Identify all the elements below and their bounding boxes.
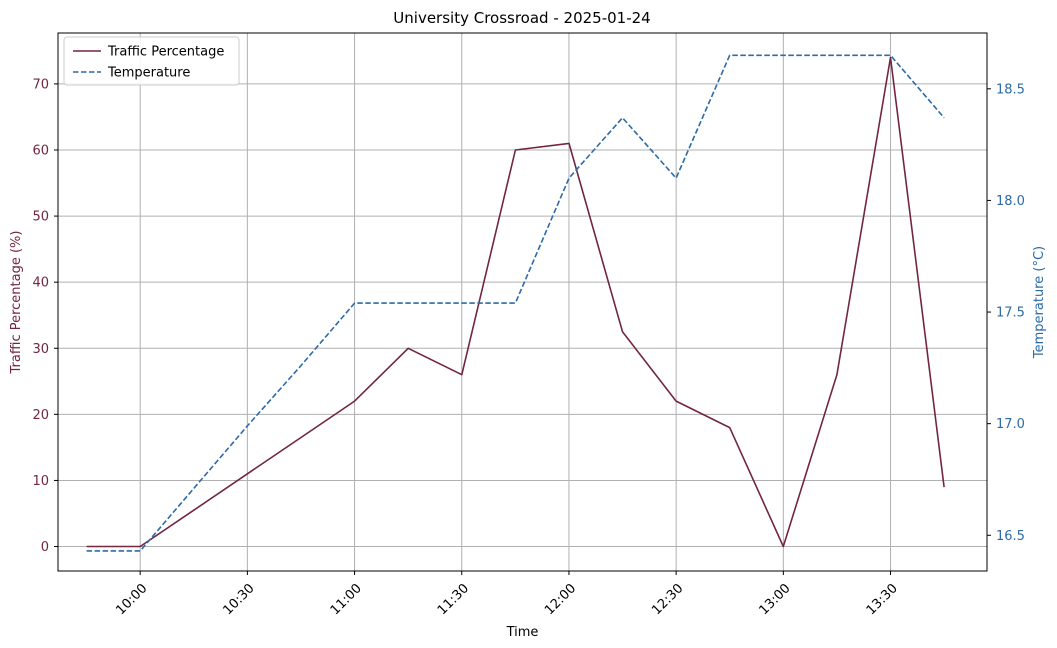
y-axis-left: 0 10 20 30 40 50 60 70 — [32, 77, 58, 555]
y-right-tick-label: 18.0 — [996, 194, 1025, 209]
y-left-tick-label: 30 — [32, 342, 49, 357]
x-tick-label: 12:00 — [542, 581, 579, 618]
y-left-tick-label: 50 — [32, 210, 49, 225]
x-tick-label: 13:00 — [756, 581, 793, 618]
x-tick-label: 12:30 — [649, 581, 686, 618]
y-left-tick-label: 0 — [41, 540, 49, 555]
x-tick-label: 11:30 — [435, 581, 472, 618]
y-left-tick-label: 10 — [32, 474, 49, 489]
y-left-tick-label: 60 — [32, 143, 49, 158]
x-axis: 10:00 10:30 11:00 11:30 12:00 12:30 13:00 13:30 — [113, 571, 901, 618]
legend-label-temperature: Temperature — [107, 66, 190, 81]
grid — [58, 33, 987, 571]
legend-box — [63, 36, 240, 86]
y-right-tick-label: 18.5 — [996, 82, 1025, 97]
y-right-tick-label: 17.0 — [996, 417, 1025, 432]
chart-title: University Crossroad - 2025-01-24 — [393, 9, 650, 27]
plot-frame — [57, 32, 988, 572]
y-left-tick-label: 40 — [32, 276, 49, 291]
series-line-temperature — [86, 54, 945, 552]
y-left-tick-label: 20 — [32, 408, 49, 423]
legend: Traffic Percentage Temperature — [63, 36, 240, 86]
y-right-tick-label: 16.5 — [996, 529, 1025, 544]
series-layer — [86, 54, 945, 552]
y-axis-left-title: Traffic Percentage (%) — [9, 231, 24, 375]
y-right-tick-label: 17.5 — [996, 306, 1025, 321]
y-left-tick-label: 70 — [32, 77, 49, 92]
legend-label-traffic: Traffic Percentage — [107, 45, 224, 60]
x-axis-title: Time — [506, 625, 539, 640]
x-tick-label: 11:00 — [328, 581, 365, 618]
x-tick-label: 13:30 — [864, 581, 901, 618]
series-line-traffic — [86, 56, 945, 548]
y-axis-right-title: Temperature (°C) — [1032, 246, 1047, 359]
x-tick-label: 10:30 — [221, 581, 258, 618]
y-axis-right: 16.5 17.0 17.5 18.0 18.5 — [987, 82, 1025, 544]
x-tick-label: 10:00 — [113, 581, 150, 618]
